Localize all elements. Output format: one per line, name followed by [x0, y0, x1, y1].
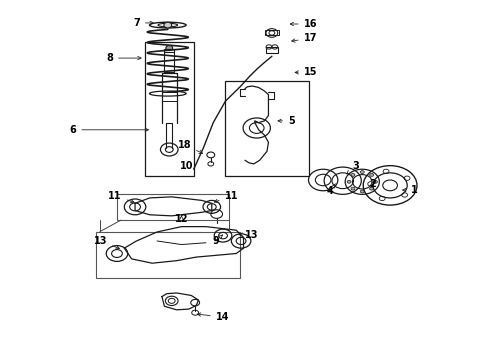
Circle shape [373, 180, 377, 183]
Text: 12: 12 [175, 215, 188, 224]
Circle shape [369, 174, 373, 176]
Text: 15: 15 [295, 67, 317, 77]
Bar [225, 81, 309, 176]
Text: 13: 13 [239, 230, 259, 239]
Text: 11: 11 [108, 191, 134, 203]
Bar [117, 194, 229, 220]
Text: 5: 5 [278, 116, 295, 126]
Circle shape [369, 187, 373, 190]
Circle shape [351, 174, 355, 176]
Bar [145, 42, 194, 176]
Bar [96, 231, 240, 278]
Text: 10: 10 [180, 161, 194, 171]
Text: 18: 18 [178, 140, 202, 153]
Text: 6: 6 [70, 125, 148, 135]
Text: 13: 13 [94, 236, 120, 249]
Bar [265, 31, 279, 36]
Circle shape [360, 190, 364, 193]
Text: 8: 8 [106, 53, 141, 63]
Text: 7: 7 [133, 18, 153, 28]
Circle shape [351, 187, 355, 190]
Bar [164, 49, 174, 52]
Text: 17: 17 [292, 33, 317, 43]
Text: 3: 3 [347, 161, 359, 174]
Text: 4: 4 [327, 184, 335, 197]
Text: 16: 16 [290, 19, 317, 29]
Circle shape [347, 180, 351, 183]
Bar [266, 47, 278, 53]
Text: 14: 14 [197, 312, 229, 322]
Text: 11: 11 [214, 191, 238, 203]
Circle shape [166, 45, 172, 50]
Text: 1: 1 [403, 185, 418, 195]
Circle shape [360, 171, 364, 174]
Text: 2: 2 [369, 179, 376, 189]
Circle shape [164, 22, 171, 28]
Text: 9: 9 [213, 235, 222, 246]
